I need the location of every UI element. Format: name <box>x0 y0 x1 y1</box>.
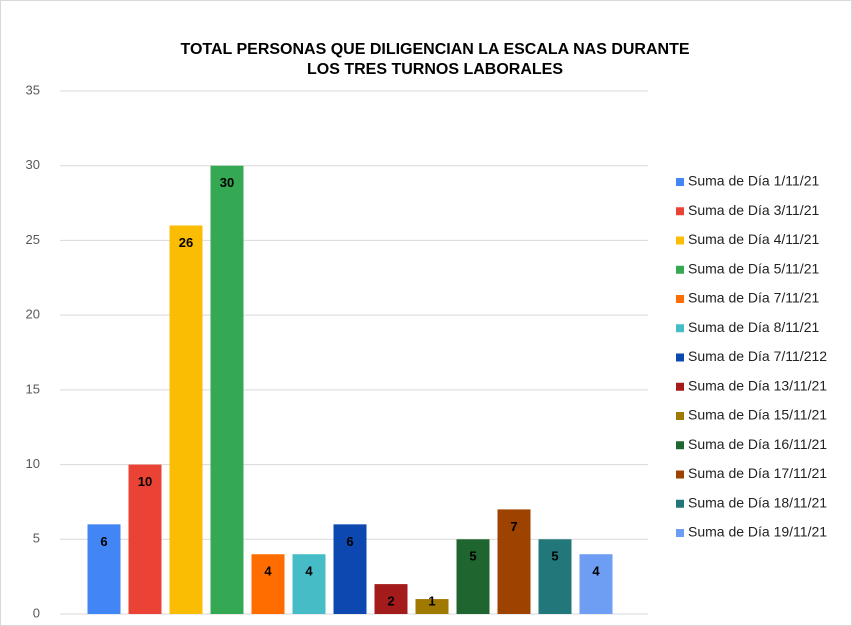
bar <box>374 584 408 614</box>
value-label: 5 <box>551 549 558 564</box>
bar <box>251 554 285 614</box>
bar <box>128 464 162 614</box>
y-tick-label: 15 <box>26 381 40 396</box>
value-label: 30 <box>220 175 234 190</box>
bar <box>456 539 490 614</box>
legend-label: Suma de Día 8/11/21 <box>688 319 819 335</box>
bar <box>333 524 367 614</box>
y-tick-label: 10 <box>26 456 40 471</box>
legend-swatch <box>676 382 684 391</box>
legend-label: Suma de Día 19/11/21 <box>688 524 827 540</box>
y-tick-label: 35 <box>26 82 40 97</box>
legend-swatch <box>676 265 684 274</box>
value-label: 5 <box>469 549 476 564</box>
value-label: 2 <box>387 593 394 608</box>
bar <box>497 509 531 614</box>
legend-swatch <box>676 236 684 245</box>
legend-label: Suma de Día 5/11/21 <box>688 260 819 276</box>
bar <box>87 524 121 614</box>
y-tick-label: 30 <box>26 157 40 172</box>
bar <box>169 225 203 614</box>
legend-swatch <box>676 353 684 362</box>
legend-swatch <box>676 529 684 537</box>
y-tick-label: 5 <box>33 531 40 546</box>
value-label: 4 <box>264 564 272 579</box>
legend-swatch <box>676 178 684 186</box>
legend-label: Suma de Día 18/11/21 <box>688 494 827 510</box>
legend-label: Suma de Día 16/11/21 <box>688 436 827 452</box>
legend-label: Suma de Día 7/11/21 <box>688 290 819 306</box>
legend-label: Suma de Día 17/11/21 <box>688 465 827 481</box>
legend-swatch <box>676 499 684 508</box>
legend-label: Suma de Día 3/11/21 <box>688 202 819 218</box>
bar <box>415 599 449 614</box>
legend-label: Suma de Día 7/11/212 <box>688 348 827 364</box>
value-label: 26 <box>179 235 193 250</box>
bar <box>292 554 326 614</box>
y-tick-label: 25 <box>26 232 40 247</box>
value-label: 4 <box>592 564 600 579</box>
value-label: 7 <box>510 519 517 534</box>
legend-swatch <box>676 441 684 450</box>
y-tick-label: 20 <box>26 307 40 322</box>
legend-swatch <box>676 412 684 420</box>
y-tick-label: 0 <box>33 605 40 620</box>
value-label: 6 <box>346 534 353 549</box>
bar <box>579 554 613 614</box>
legend-swatch <box>676 470 684 479</box>
legend-label: Suma de Día 13/11/21 <box>688 377 827 393</box>
legend-label: Suma de Día 1/11/21 <box>688 173 819 189</box>
legend-swatch <box>676 295 684 303</box>
chart-title: TOTAL PERSONAS QUE DILIGENCIAN LA ESCALA… <box>180 41 689 58</box>
bar <box>538 539 572 614</box>
legend-swatch <box>676 324 684 333</box>
value-label: 6 <box>100 534 107 549</box>
bar <box>210 165 244 614</box>
legend-swatch <box>676 207 684 216</box>
value-label: 1 <box>428 593 435 608</box>
value-label: 4 <box>305 564 313 579</box>
chart-title: LOS TRES TURNOS LABORALES <box>307 61 563 78</box>
legend-label: Suma de Día 4/11/21 <box>688 231 819 247</box>
legend-label: Suma de Día 15/11/21 <box>688 407 827 423</box>
value-label: 10 <box>138 474 152 489</box>
